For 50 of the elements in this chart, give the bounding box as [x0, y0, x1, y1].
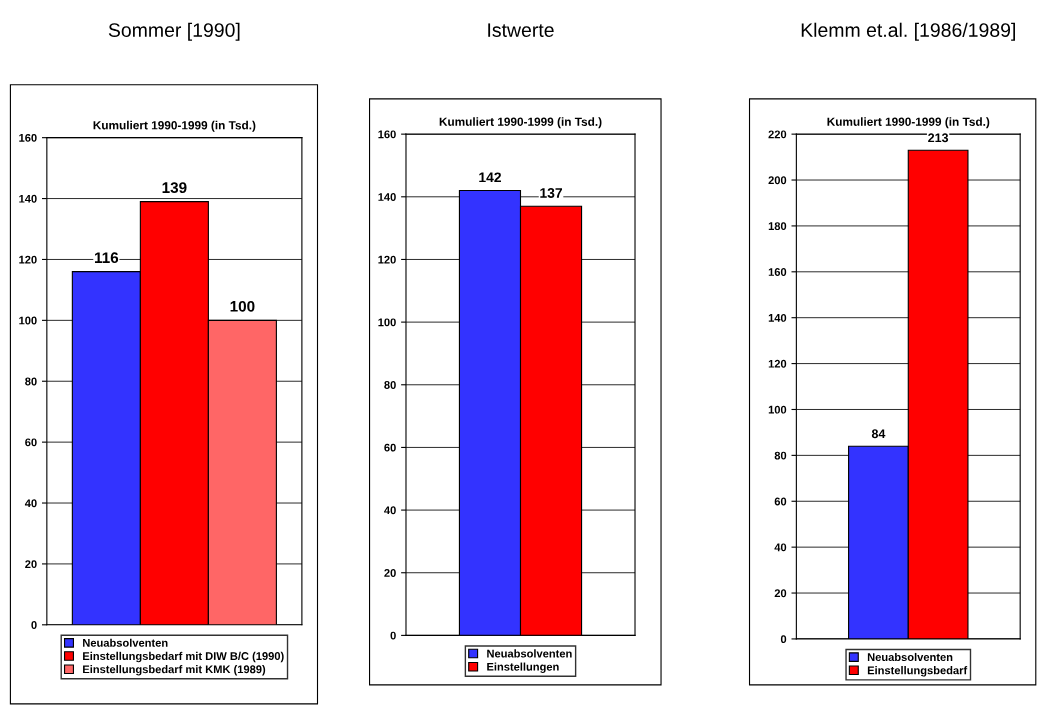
y-tick-label: 60 [25, 438, 37, 447]
y-tick-label: 220 [768, 130, 787, 139]
legend-label: Neuabsolventen [487, 649, 572, 658]
y-tick-label: 160 [378, 130, 396, 139]
y-tick-label: 80 [25, 377, 37, 386]
y-tick-label: 100 [19, 316, 37, 325]
y-tick-label: 60 [384, 443, 396, 452]
y-tick-label: 60 [774, 497, 787, 506]
y-tick-label: 20 [774, 589, 787, 598]
y-tick-label: 40 [24, 499, 37, 508]
y-tick-label: 20 [384, 569, 396, 577]
y-tick-label: 40 [774, 543, 787, 552]
y-tick-label: 120 [378, 255, 396, 264]
data-label: 139 [162, 182, 187, 194]
data-label: 100 [230, 300, 255, 312]
y-tick-label: 120 [768, 359, 787, 368]
y-tick-label: 20 [25, 560, 37, 569]
y-tick-label: 40 [384, 506, 396, 515]
y-tick-label: 140 [378, 193, 396, 201]
y-tick-label: 200 [768, 176, 787, 185]
legend-label: Einstellungsbedarf mit DIW B/C (1990) [83, 651, 284, 663]
y-tick-label: 0 [390, 631, 396, 640]
data-label: 137 [540, 188, 563, 198]
legend-label: Einstellungen [487, 662, 559, 673]
data-label: 116 [94, 252, 119, 264]
y-tick-label: 160 [19, 133, 37, 142]
y-tick-label: 0 [31, 621, 37, 629]
legend-label: Einstellungsbedarf [867, 666, 968, 677]
chart-subtitle: Kumuliert 1990-1999 (in Tsd.) [439, 117, 602, 129]
legend-label: Neuabsolventen [867, 652, 953, 662]
y-tick-label: 0 [780, 635, 787, 644]
legend-label: Einstellungsbedarf mit KMK (1989) [83, 665, 266, 676]
chart-title: Sommer [1990] [108, 22, 240, 41]
y-tick-label: 120 [19, 255, 37, 264]
y-tick-label: 100 [378, 318, 396, 327]
y-tick-label: 140 [19, 194, 37, 203]
chart-subtitle: Kumuliert 1990-1999 (in Tsd.) [827, 117, 990, 129]
y-tick-label: 140 [768, 313, 787, 322]
legend-label: Neuabsolventen [83, 638, 168, 647]
data-label: 142 [479, 172, 501, 183]
y-tick-label: 160 [768, 268, 787, 276]
y-tick-label: 100 [768, 405, 787, 414]
y-tick-label: 80 [384, 381, 396, 389]
y-tick-label: 80 [774, 451, 787, 460]
chart-title: Istwerte [488, 23, 554, 37]
chart-title: Klemm et.al. [1986/1989] [801, 22, 1015, 41]
data-label: 213 [928, 133, 949, 143]
y-tick-label: 180 [768, 222, 787, 231]
chart-subtitle: Kumuliert 1990-1999 (in Tsd.) [93, 120, 256, 132]
data-label: 84 [871, 429, 886, 439]
